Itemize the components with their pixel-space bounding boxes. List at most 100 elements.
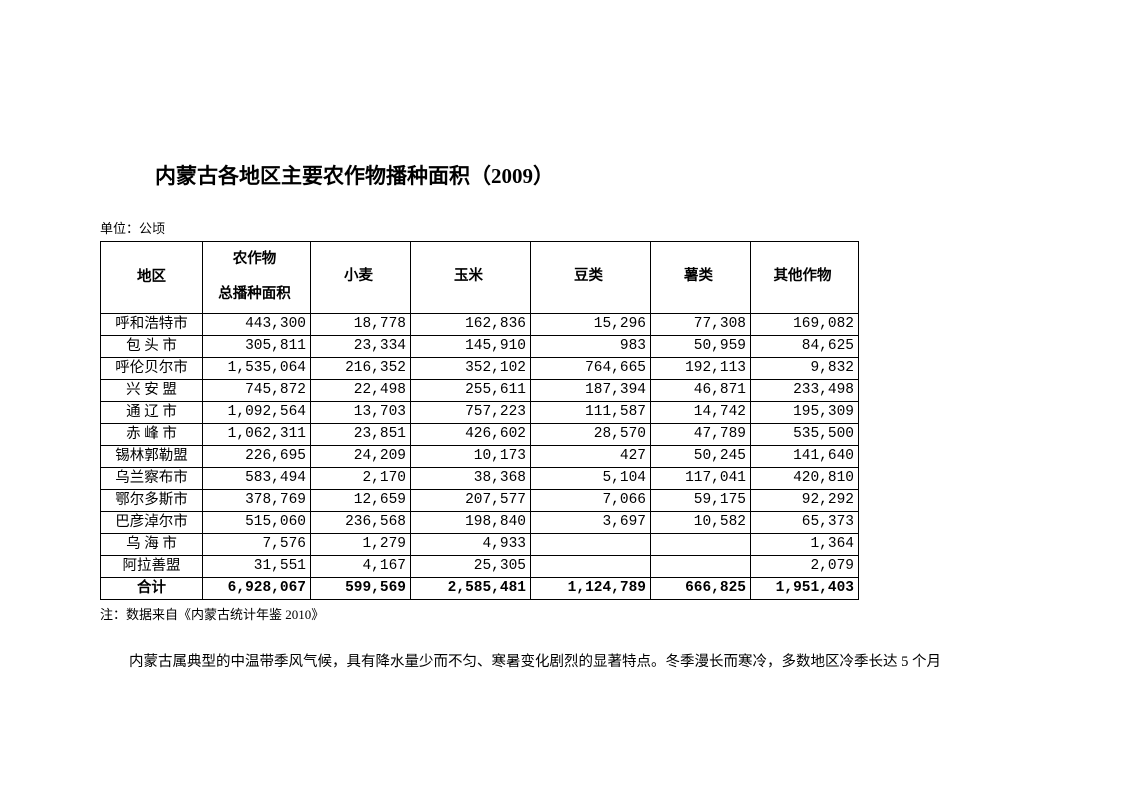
- col-header-beans: 豆类: [531, 242, 651, 314]
- page-title: 内蒙古各地区主要农作物播种面积（2009）: [155, 160, 1042, 190]
- total-data-cell: 6,928,067: [203, 578, 311, 600]
- table-row: 锡林郭勒盟226,69524,20910,17342750,245141,640: [101, 446, 859, 468]
- data-cell: 111,587: [531, 402, 651, 424]
- data-cell: 12,659: [311, 490, 411, 512]
- region-cell: 乌兰察布市: [101, 468, 203, 490]
- data-cell: 4,933: [411, 534, 531, 556]
- data-cell: 764,665: [531, 358, 651, 380]
- table-row: 包 头 市305,81123,334145,91098350,95984,625: [101, 336, 859, 358]
- data-cell: 1,535,064: [203, 358, 311, 380]
- region-cell: 巴彦淖尔市: [101, 512, 203, 534]
- table-body: 呼和浩特市443,30018,778162,83615,29677,308169…: [101, 314, 859, 600]
- data-cell: 7,066: [531, 490, 651, 512]
- data-cell: 226,695: [203, 446, 311, 468]
- data-cell: 50,245: [651, 446, 751, 468]
- data-cell: 352,102: [411, 358, 531, 380]
- total-data-cell: 666,825: [651, 578, 751, 600]
- table-row: 巴彦淖尔市515,060236,568198,8403,69710,58265,…: [101, 512, 859, 534]
- data-cell: 25,305: [411, 556, 531, 578]
- col-header-region: 地区: [101, 242, 203, 314]
- data-cell: 1,279: [311, 534, 411, 556]
- data-cell: 583,494: [203, 468, 311, 490]
- region-cell: 包 头 市: [101, 336, 203, 358]
- data-cell: 378,769: [203, 490, 311, 512]
- data-cell: 145,910: [411, 336, 531, 358]
- data-cell: 2,170: [311, 468, 411, 490]
- region-cell: 呼和浩特市: [101, 314, 203, 336]
- data-cell: 233,498: [751, 380, 859, 402]
- table-row: 兴 安 盟745,87222,498255,611187,39446,87123…: [101, 380, 859, 402]
- data-cell: 23,334: [311, 336, 411, 358]
- data-cell: 84,625: [751, 336, 859, 358]
- col-header-tubers: 薯类: [651, 242, 751, 314]
- data-cell: 216,352: [311, 358, 411, 380]
- data-cell: 2,079: [751, 556, 859, 578]
- col-header-total-line1: 农作物: [203, 250, 306, 271]
- data-cell: [531, 534, 651, 556]
- col-header-total-line2: 总播种面积: [203, 285, 306, 306]
- data-cell: 187,394: [531, 380, 651, 402]
- data-cell: 305,811: [203, 336, 311, 358]
- col-header-corn: 玉米: [411, 242, 531, 314]
- data-cell: 23,851: [311, 424, 411, 446]
- region-cell: 赤 峰 市: [101, 424, 203, 446]
- data-cell: 1,092,564: [203, 402, 311, 424]
- data-cell: 22,498: [311, 380, 411, 402]
- data-cell: 420,810: [751, 468, 859, 490]
- total-label-cell: 合计: [101, 578, 203, 600]
- data-cell: 207,577: [411, 490, 531, 512]
- data-cell: 59,175: [651, 490, 751, 512]
- data-cell: 38,368: [411, 468, 531, 490]
- data-table: 地区 农作物 总播种面积 小麦 玉米 豆类 薯类 其他作物 呼和浩特市443,3…: [100, 241, 859, 600]
- region-cell: 呼伦贝尔市: [101, 358, 203, 380]
- data-cell: 24,209: [311, 446, 411, 468]
- table-row: 通 辽 市1,092,56413,703757,223111,58714,742…: [101, 402, 859, 424]
- data-cell: 1,062,311: [203, 424, 311, 446]
- col-header-other: 其他作物: [751, 242, 859, 314]
- data-cell: 28,570: [531, 424, 651, 446]
- data-cell: 198,840: [411, 512, 531, 534]
- data-cell: 3,697: [531, 512, 651, 534]
- data-cell: 14,742: [651, 402, 751, 424]
- data-cell: 13,703: [311, 402, 411, 424]
- total-data-cell: 1,951,403: [751, 578, 859, 600]
- region-cell: 通 辽 市: [101, 402, 203, 424]
- data-cell: 10,582: [651, 512, 751, 534]
- data-cell: 443,300: [203, 314, 311, 336]
- data-cell: 515,060: [203, 512, 311, 534]
- total-data-cell: 1,124,789: [531, 578, 651, 600]
- data-cell: [531, 556, 651, 578]
- data-cell: 1,364: [751, 534, 859, 556]
- table-header-row: 地区 农作物 总播种面积 小麦 玉米 豆类 薯类 其他作物: [101, 242, 859, 314]
- data-cell: 47,789: [651, 424, 751, 446]
- data-cell: 117,041: [651, 468, 751, 490]
- table-row: 乌 海 市7,5761,2794,933 1,364: [101, 534, 859, 556]
- region-cell: 鄂尔多斯市: [101, 490, 203, 512]
- data-cell: 195,309: [751, 402, 859, 424]
- data-cell: 18,778: [311, 314, 411, 336]
- data-cell: 169,082: [751, 314, 859, 336]
- table-row: 鄂尔多斯市378,76912,659207,5777,06659,17592,2…: [101, 490, 859, 512]
- table-row: 呼伦贝尔市1,535,064216,352352,102764,665192,1…: [101, 358, 859, 380]
- region-cell: 乌 海 市: [101, 534, 203, 556]
- col-header-wheat: 小麦: [311, 242, 411, 314]
- data-cell: 236,568: [311, 512, 411, 534]
- data-cell: 162,836: [411, 314, 531, 336]
- data-cell: 4,167: [311, 556, 411, 578]
- data-cell: 9,832: [751, 358, 859, 380]
- data-cell: 757,223: [411, 402, 531, 424]
- body-paragraph: 内蒙古属典型的中温带季风气候，具有降水量少而不匀、寒暑变化剧烈的显著特点。冬季漫…: [100, 651, 1042, 674]
- data-cell: 5,104: [531, 468, 651, 490]
- data-cell: 10,173: [411, 446, 531, 468]
- data-cell: [651, 534, 751, 556]
- data-cell: 77,308: [651, 314, 751, 336]
- total-data-cell: 599,569: [311, 578, 411, 600]
- data-cell: 535,500: [751, 424, 859, 446]
- data-cell: 427: [531, 446, 651, 468]
- document-page: 内蒙古各地区主要农作物播种面积（2009） 单位：公顷 地区 农作物 总播种面积…: [0, 0, 1122, 793]
- data-cell: 255,611: [411, 380, 531, 402]
- data-cell: 7,576: [203, 534, 311, 556]
- data-cell: 92,292: [751, 490, 859, 512]
- table-row: 呼和浩特市443,30018,778162,83615,29677,308169…: [101, 314, 859, 336]
- data-cell: 65,373: [751, 512, 859, 534]
